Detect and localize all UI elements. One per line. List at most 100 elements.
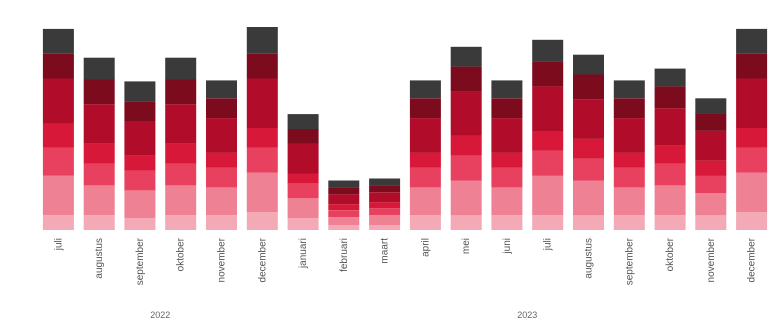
bar-segment xyxy=(613,80,645,99)
bar-segment xyxy=(124,218,156,230)
bar-segment xyxy=(695,160,727,176)
bar-november-4 xyxy=(206,80,237,230)
bar-segment xyxy=(206,187,237,216)
bar-segment xyxy=(206,152,237,168)
bars-layer xyxy=(42,27,768,230)
bar-segment xyxy=(83,163,115,186)
bar-segment xyxy=(83,215,115,230)
bar-segment xyxy=(369,178,401,186)
bar-segment xyxy=(124,190,156,219)
bar-segment xyxy=(246,78,278,128)
bar-segment xyxy=(409,80,441,99)
bar-oktober-3 xyxy=(165,57,197,230)
bar-segment xyxy=(491,167,523,188)
bar-juli-12 xyxy=(532,39,564,230)
bar-segment xyxy=(287,129,319,144)
bar-segment xyxy=(450,155,482,181)
bar-segment xyxy=(42,215,74,230)
bar-juni-11 xyxy=(491,80,523,230)
bar-segment xyxy=(736,212,768,230)
bar-segment xyxy=(613,215,645,230)
x-tick-label: december xyxy=(257,237,268,282)
bar-segment xyxy=(328,187,360,195)
bar-segment xyxy=(369,185,401,193)
bar-segment xyxy=(491,80,523,99)
bar-segment xyxy=(42,28,74,54)
bar-segment xyxy=(573,99,604,139)
bar-segment xyxy=(124,101,156,121)
bar-segment xyxy=(450,91,482,136)
x-tick-label: november xyxy=(217,237,228,282)
x-tick-label: juli xyxy=(543,238,554,251)
bar-segment xyxy=(287,114,319,129)
bar-segment xyxy=(165,163,197,186)
bar-segment xyxy=(409,215,441,230)
bar-segment xyxy=(613,152,645,168)
bar-segment xyxy=(532,150,564,176)
bar-juli-0 xyxy=(42,28,74,230)
bar-segment xyxy=(287,173,319,184)
bar-segment xyxy=(654,108,686,146)
bar-segment xyxy=(573,158,604,181)
x-tick-label: juni xyxy=(502,238,513,255)
bar-september-14 xyxy=(613,80,645,230)
x-tick-label: oktober xyxy=(176,237,187,271)
bar-segment xyxy=(165,104,197,144)
bar-oktober-15 xyxy=(654,68,686,230)
bar-segment xyxy=(654,145,686,164)
bar-januari-6 xyxy=(287,114,319,230)
bar-segment xyxy=(246,27,278,54)
x-tick-label: februari xyxy=(339,238,350,272)
bar-segment xyxy=(328,225,360,230)
bar-segment xyxy=(165,143,197,164)
bar-april-9 xyxy=(409,80,441,230)
bar-augustus-1 xyxy=(83,57,115,230)
bar-segment xyxy=(42,123,74,148)
bar-segment xyxy=(573,138,604,159)
bar-segment xyxy=(532,215,564,230)
bar-segment xyxy=(532,175,564,216)
bar-segment xyxy=(491,118,523,153)
bar-segment xyxy=(573,54,604,75)
bar-segment xyxy=(165,215,197,230)
bar-segment xyxy=(654,215,686,230)
bar-segment xyxy=(613,118,645,153)
bar-segment xyxy=(287,218,319,230)
bar-segment xyxy=(695,98,727,114)
bar-segment xyxy=(246,128,278,148)
bar-segment xyxy=(695,175,727,194)
bar-segment xyxy=(124,81,156,102)
bar-segment xyxy=(124,121,156,156)
bar-segment xyxy=(328,204,360,211)
bar-segment xyxy=(409,187,441,216)
x-tick-label: april xyxy=(420,238,431,257)
x-axis-labels: juli augustus september oktober november dece… xyxy=(53,237,757,285)
bar-segment xyxy=(654,163,686,186)
bar-segment xyxy=(124,170,156,191)
bar-segment xyxy=(654,68,686,87)
bar-segment xyxy=(42,175,74,216)
x-tick-label: september xyxy=(624,237,635,285)
bar-segment xyxy=(654,86,686,109)
bar-augustus-13 xyxy=(573,54,604,230)
x-tick-label: juli xyxy=(53,238,64,251)
bar-segment xyxy=(491,187,523,216)
bar-segment xyxy=(369,225,401,230)
bar-segment xyxy=(165,79,197,105)
bar-segment xyxy=(246,147,278,173)
bar-segment xyxy=(613,187,645,216)
bar-segment xyxy=(573,74,604,100)
x-tick-label: november xyxy=(706,237,717,282)
bar-maart-8 xyxy=(369,178,401,230)
bar-segment xyxy=(42,78,74,124)
bar-segment xyxy=(695,131,727,161)
x-tick-label: maart xyxy=(380,238,391,264)
bar-segment xyxy=(736,78,768,128)
bar-segment xyxy=(450,215,482,230)
bar-segment xyxy=(83,104,115,144)
bar-segment xyxy=(532,39,564,62)
bar-segment xyxy=(573,180,604,216)
bar-segment xyxy=(613,167,645,188)
bar-segment xyxy=(695,113,727,131)
